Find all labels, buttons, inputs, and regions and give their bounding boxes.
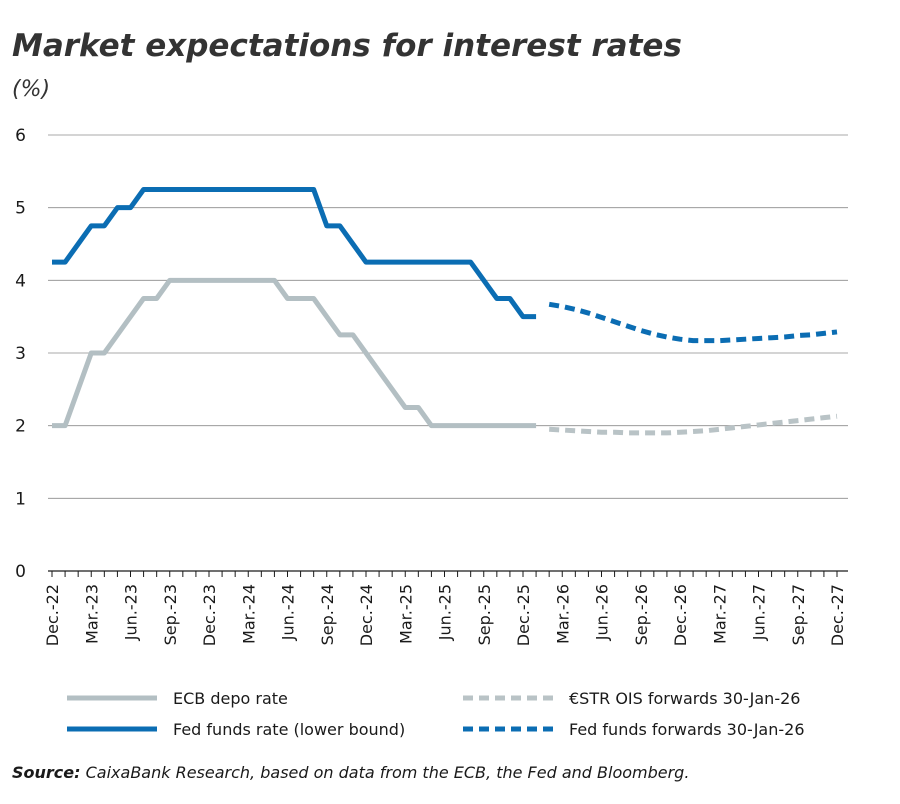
- x-tick-label: Dec.-26: [671, 584, 690, 646]
- y-tick-label: 5: [15, 199, 26, 219]
- chart-subtitle: (%): [12, 77, 50, 102]
- series-line: [52, 277, 537, 429]
- x-tick-label: Jun.-27: [750, 584, 769, 641]
- x-tick-label: Jun.-23: [122, 584, 141, 641]
- x-tick-label: Mar.-26: [553, 584, 572, 644]
- source-note: Source: CaixaBank Research, based on dat…: [12, 763, 689, 782]
- y-tick-label: 1: [15, 489, 26, 509]
- x-tick-label: Mar.-27: [710, 584, 729, 644]
- source-label: Source:: [12, 763, 81, 782]
- x-tick-label: Jun.-26: [593, 584, 612, 641]
- x-tick-label: Sep.-26: [632, 584, 651, 645]
- x-tick-label: Dec.-27: [828, 584, 847, 646]
- legend-label: €STR OIS forwards 30-Jan-26: [569, 689, 800, 708]
- x-tick-label: Dec.-22: [43, 584, 62, 646]
- source-text: CaixaBank Research, based on data from t…: [86, 763, 690, 782]
- x-tick-label: Jun.-24: [279, 584, 298, 641]
- x-tick-label: Dec.-24: [357, 584, 376, 646]
- x-tick-label: Dec.-23: [200, 584, 219, 646]
- chart-title: Market expectations for interest rates: [12, 28, 682, 64]
- series-line: [52, 187, 537, 320]
- legend-label: ECB depo rate: [173, 689, 288, 708]
- y-tick-label: 2: [15, 417, 26, 437]
- x-tick-label: Mar.-23: [82, 584, 101, 644]
- legend-label: Fed funds forwards 30-Jan-26: [569, 720, 805, 739]
- y-tick-label: 6: [15, 126, 26, 146]
- y-tick-label: 3: [15, 344, 26, 364]
- series-line: [548, 301, 838, 344]
- x-tick-label: Jun.-25: [436, 584, 455, 641]
- y-tick-label: 4: [15, 271, 26, 291]
- x-tick-label: Sep.-25: [475, 584, 494, 645]
- series-line: [549, 413, 838, 436]
- x-tick-label: Sep.-23: [161, 584, 180, 645]
- x-tick-label: Sep.-24: [318, 584, 337, 645]
- legend-label: Fed funds rate (lower bound): [173, 720, 405, 739]
- x-tick-label: Mar.-25: [396, 584, 415, 644]
- x-tick-label: Dec.-25: [514, 584, 533, 646]
- x-tick-label: Sep.-27: [789, 584, 808, 645]
- x-tick-label: Mar.-24: [239, 584, 258, 644]
- y-tick-label: 0: [15, 562, 26, 582]
